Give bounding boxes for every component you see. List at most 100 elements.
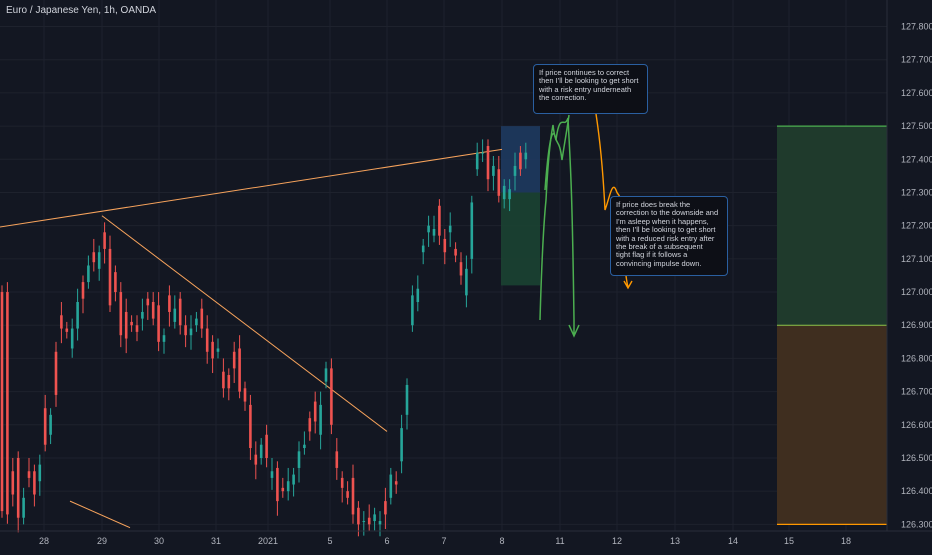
candle <box>470 195 474 274</box>
candle <box>432 215 436 243</box>
trendline-lower[interactable] <box>69 500 131 529</box>
candle <box>324 361 328 389</box>
annotation-note-correction[interactable]: If price continues to correct then I'll … <box>533 64 648 114</box>
candle-body <box>200 308 204 329</box>
candle-body <box>54 351 58 395</box>
candles <box>0 139 528 537</box>
candle <box>378 511 382 537</box>
price-axis[interactable]: 127.800 127.700 127.600 127.500 127.400 127.3… <box>901 22 932 530</box>
candle-body <box>27 471 31 478</box>
candle-body <box>357 507 360 525</box>
candle <box>178 292 182 335</box>
candle-body <box>232 351 236 369</box>
candle <box>49 408 52 445</box>
price-tick-label: 126.900 <box>901 320 932 330</box>
candle-body <box>114 272 117 293</box>
candle <box>481 139 484 162</box>
candle-body <box>459 262 463 276</box>
candle <box>286 467 290 501</box>
candle <box>427 215 430 247</box>
trendline-falling-trendline[interactable] <box>101 215 388 432</box>
candle-body <box>524 152 528 160</box>
candle <box>335 438 339 480</box>
candle-body <box>0 292 4 512</box>
annotation-note-break[interactable]: If price does break the correction to th… <box>610 196 728 276</box>
candle-body <box>519 152 522 170</box>
candle-body <box>400 428 403 462</box>
candle <box>313 391 317 434</box>
candle-body <box>432 228 436 236</box>
candle-body <box>227 375 231 389</box>
candle <box>60 302 63 344</box>
candle <box>16 451 20 533</box>
candle-body <box>351 477 355 515</box>
candle-body <box>43 408 47 445</box>
candle <box>292 467 295 497</box>
price-tick-label: 126.500 <box>901 453 932 463</box>
candle <box>362 511 366 536</box>
candle <box>200 298 204 338</box>
zones <box>501 125 887 525</box>
candle-body <box>70 328 74 349</box>
candle <box>513 152 517 191</box>
candle-body <box>254 454 258 465</box>
candle-body <box>222 371 225 389</box>
candle-body <box>130 321 133 326</box>
candle-body <box>492 165 495 176</box>
candle-body <box>319 404 322 435</box>
candle <box>497 155 501 203</box>
candle <box>270 457 274 490</box>
candle-body <box>438 205 441 236</box>
candle-body <box>22 497 25 518</box>
candle <box>492 155 495 191</box>
chart-title: Euro / Japanese Yen, 1h, OANDA <box>6 5 157 16</box>
projection-green-rally[interactable] <box>539 114 570 321</box>
trendline-rising-resistance[interactable] <box>0 148 503 229</box>
candle-body <box>475 152 479 170</box>
time-tick-label: 13 <box>670 536 680 546</box>
candle <box>297 441 301 483</box>
candle <box>184 315 187 348</box>
candle <box>319 391 322 450</box>
candle-body <box>465 268 468 296</box>
candle-body <box>265 434 268 458</box>
candle-body <box>249 404 252 449</box>
price-tick-label: 127.800 <box>901 22 932 32</box>
loss-zone <box>777 325 887 525</box>
candle <box>454 242 457 263</box>
candle-body <box>313 401 317 422</box>
time-tick-label: 18 <box>841 536 851 546</box>
candle-body <box>238 348 241 392</box>
candle <box>330 358 333 435</box>
candle <box>168 285 171 327</box>
price-tick-label: 127.400 <box>901 154 932 164</box>
time-tick-label: 31 <box>211 536 221 546</box>
candle-body <box>303 444 306 449</box>
price-tick-label: 126.300 <box>901 519 932 529</box>
candle-body <box>486 146 490 180</box>
candle <box>173 295 177 329</box>
candle <box>308 411 312 441</box>
time-tick-label: 11 <box>555 536 564 546</box>
candle <box>33 464 36 507</box>
candle <box>384 487 387 530</box>
candle-body <box>292 474 295 485</box>
candle <box>438 199 441 245</box>
candle-body <box>427 225 430 233</box>
candle-body <box>243 388 247 402</box>
candle <box>411 285 414 332</box>
candle <box>70 318 74 358</box>
candle-body <box>330 368 333 425</box>
candle <box>389 467 393 505</box>
candle-body <box>276 467 279 502</box>
candle-body <box>346 491 349 498</box>
candle-body <box>184 325 187 336</box>
time-tick-label: 8 <box>499 536 504 546</box>
candle-body <box>195 318 198 326</box>
time-axis[interactable]: 28 29 30 31 2021 5 6 7 8 11 12 13 14 15 18 <box>39 536 851 546</box>
candle-body <box>454 248 457 256</box>
price-tick-label: 127.100 <box>901 254 932 264</box>
candle <box>281 477 285 498</box>
